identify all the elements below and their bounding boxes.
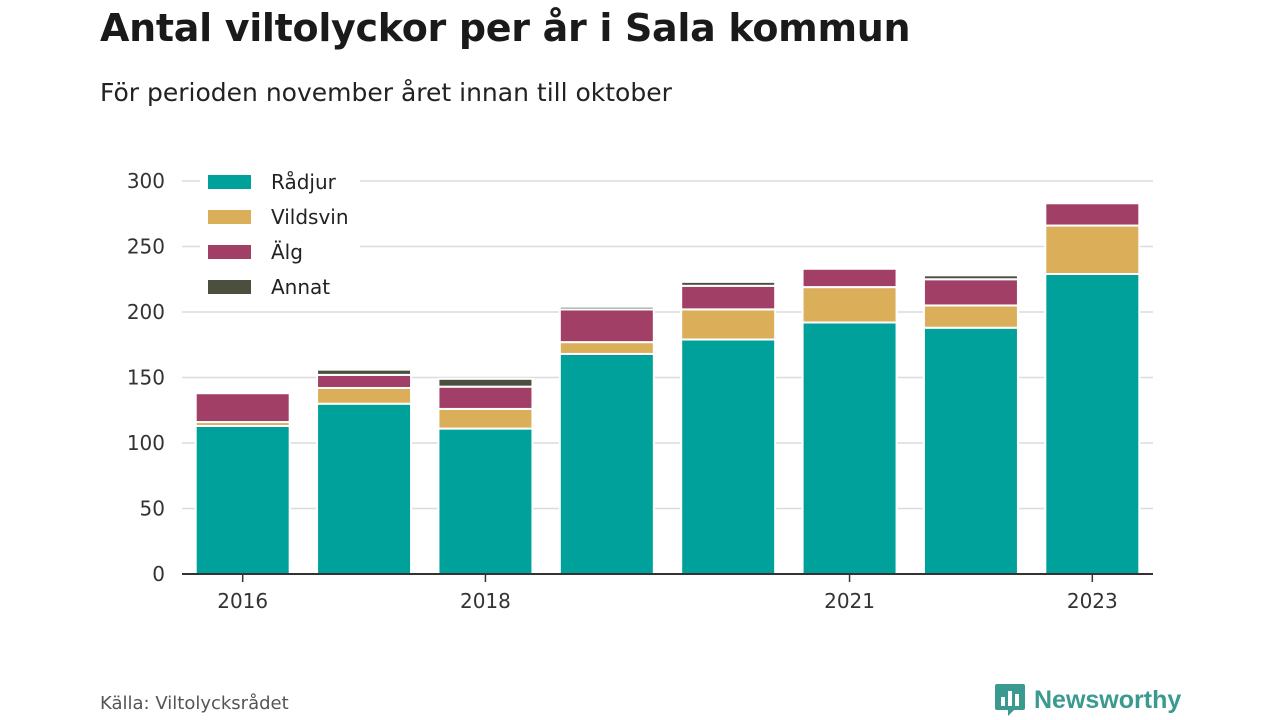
y-tick-label: 150	[127, 366, 165, 390]
bar-segment	[1044, 224, 1141, 276]
bar-segment	[437, 377, 534, 388]
y-tick-label: 200	[127, 300, 165, 324]
bar-segment	[680, 308, 777, 341]
bar-segment	[922, 304, 1019, 329]
legend-label: Älg	[271, 240, 303, 264]
legend: Rådjur Vildsvin Älg Annat	[200, 160, 360, 304]
chart-subtitle: För perioden november året innan till ok…	[100, 78, 672, 107]
legend-swatch	[208, 280, 251, 294]
legend-swatch	[208, 210, 251, 224]
bar-segment	[437, 407, 534, 430]
legend-swatch	[208, 245, 251, 259]
bar-segment	[1044, 273, 1141, 575]
x-axis: 2016 2018 2021 2023	[182, 573, 1153, 613]
legend-label: Annat	[271, 275, 330, 299]
bar-segment	[194, 392, 291, 424]
legend-swatch	[208, 175, 251, 189]
y-tick-label: 50	[140, 497, 165, 521]
legend-label: Vildsvin	[271, 205, 349, 229]
bars	[194, 202, 1141, 576]
bar-segment	[558, 308, 655, 344]
bar-segment	[801, 267, 898, 289]
x-tick-label: 2021	[824, 589, 875, 613]
bar-segment	[558, 341, 655, 355]
legend-label: Rådjur	[271, 170, 337, 194]
newsworthy-logo-icon	[995, 684, 1025, 716]
bar-segment	[316, 402, 413, 576]
y-tick-label: 0	[152, 562, 165, 586]
bar-segment	[1044, 202, 1141, 227]
x-tick-label: 2023	[1067, 589, 1118, 613]
bar-segment	[558, 352, 655, 576]
x-tick-label: 2018	[460, 589, 511, 613]
y-axis: 0 50 100 150 200 250 300	[127, 169, 165, 586]
bar-segment	[316, 373, 413, 389]
brand-name: Newsworthy	[1034, 685, 1182, 714]
source-note: Källa: Viltolycksrådet	[100, 693, 289, 714]
bar-segment	[801, 286, 898, 324]
stacked-bar-chart: 0 50 100 150 200 250 300 2016 2018 2021 2023 Rådj…	[126, 160, 1153, 613]
bar-segment	[680, 338, 777, 576]
bar-segment	[437, 427, 534, 575]
brand-logo: Newsworthy	[994, 683, 1181, 717]
y-tick-label: 250	[127, 235, 165, 259]
bar-segment	[922, 274, 1019, 281]
bar-segment	[680, 284, 777, 311]
bar-segment	[194, 424, 291, 575]
y-tick-label: 100	[127, 431, 165, 455]
chart-title: Antal viltolyckor per år i Sala kommun	[100, 6, 911, 50]
bar-segment	[558, 305, 655, 311]
bar-segment	[922, 278, 1019, 307]
bar-segment	[316, 368, 413, 376]
bar-segment	[316, 386, 413, 405]
x-tick-label: 2016	[217, 589, 268, 613]
bar-segment	[922, 326, 1019, 575]
bar-segment	[437, 385, 534, 410]
bar-segment	[680, 280, 777, 287]
bar-segment	[801, 321, 898, 576]
y-tick-label: 300	[127, 169, 165, 193]
